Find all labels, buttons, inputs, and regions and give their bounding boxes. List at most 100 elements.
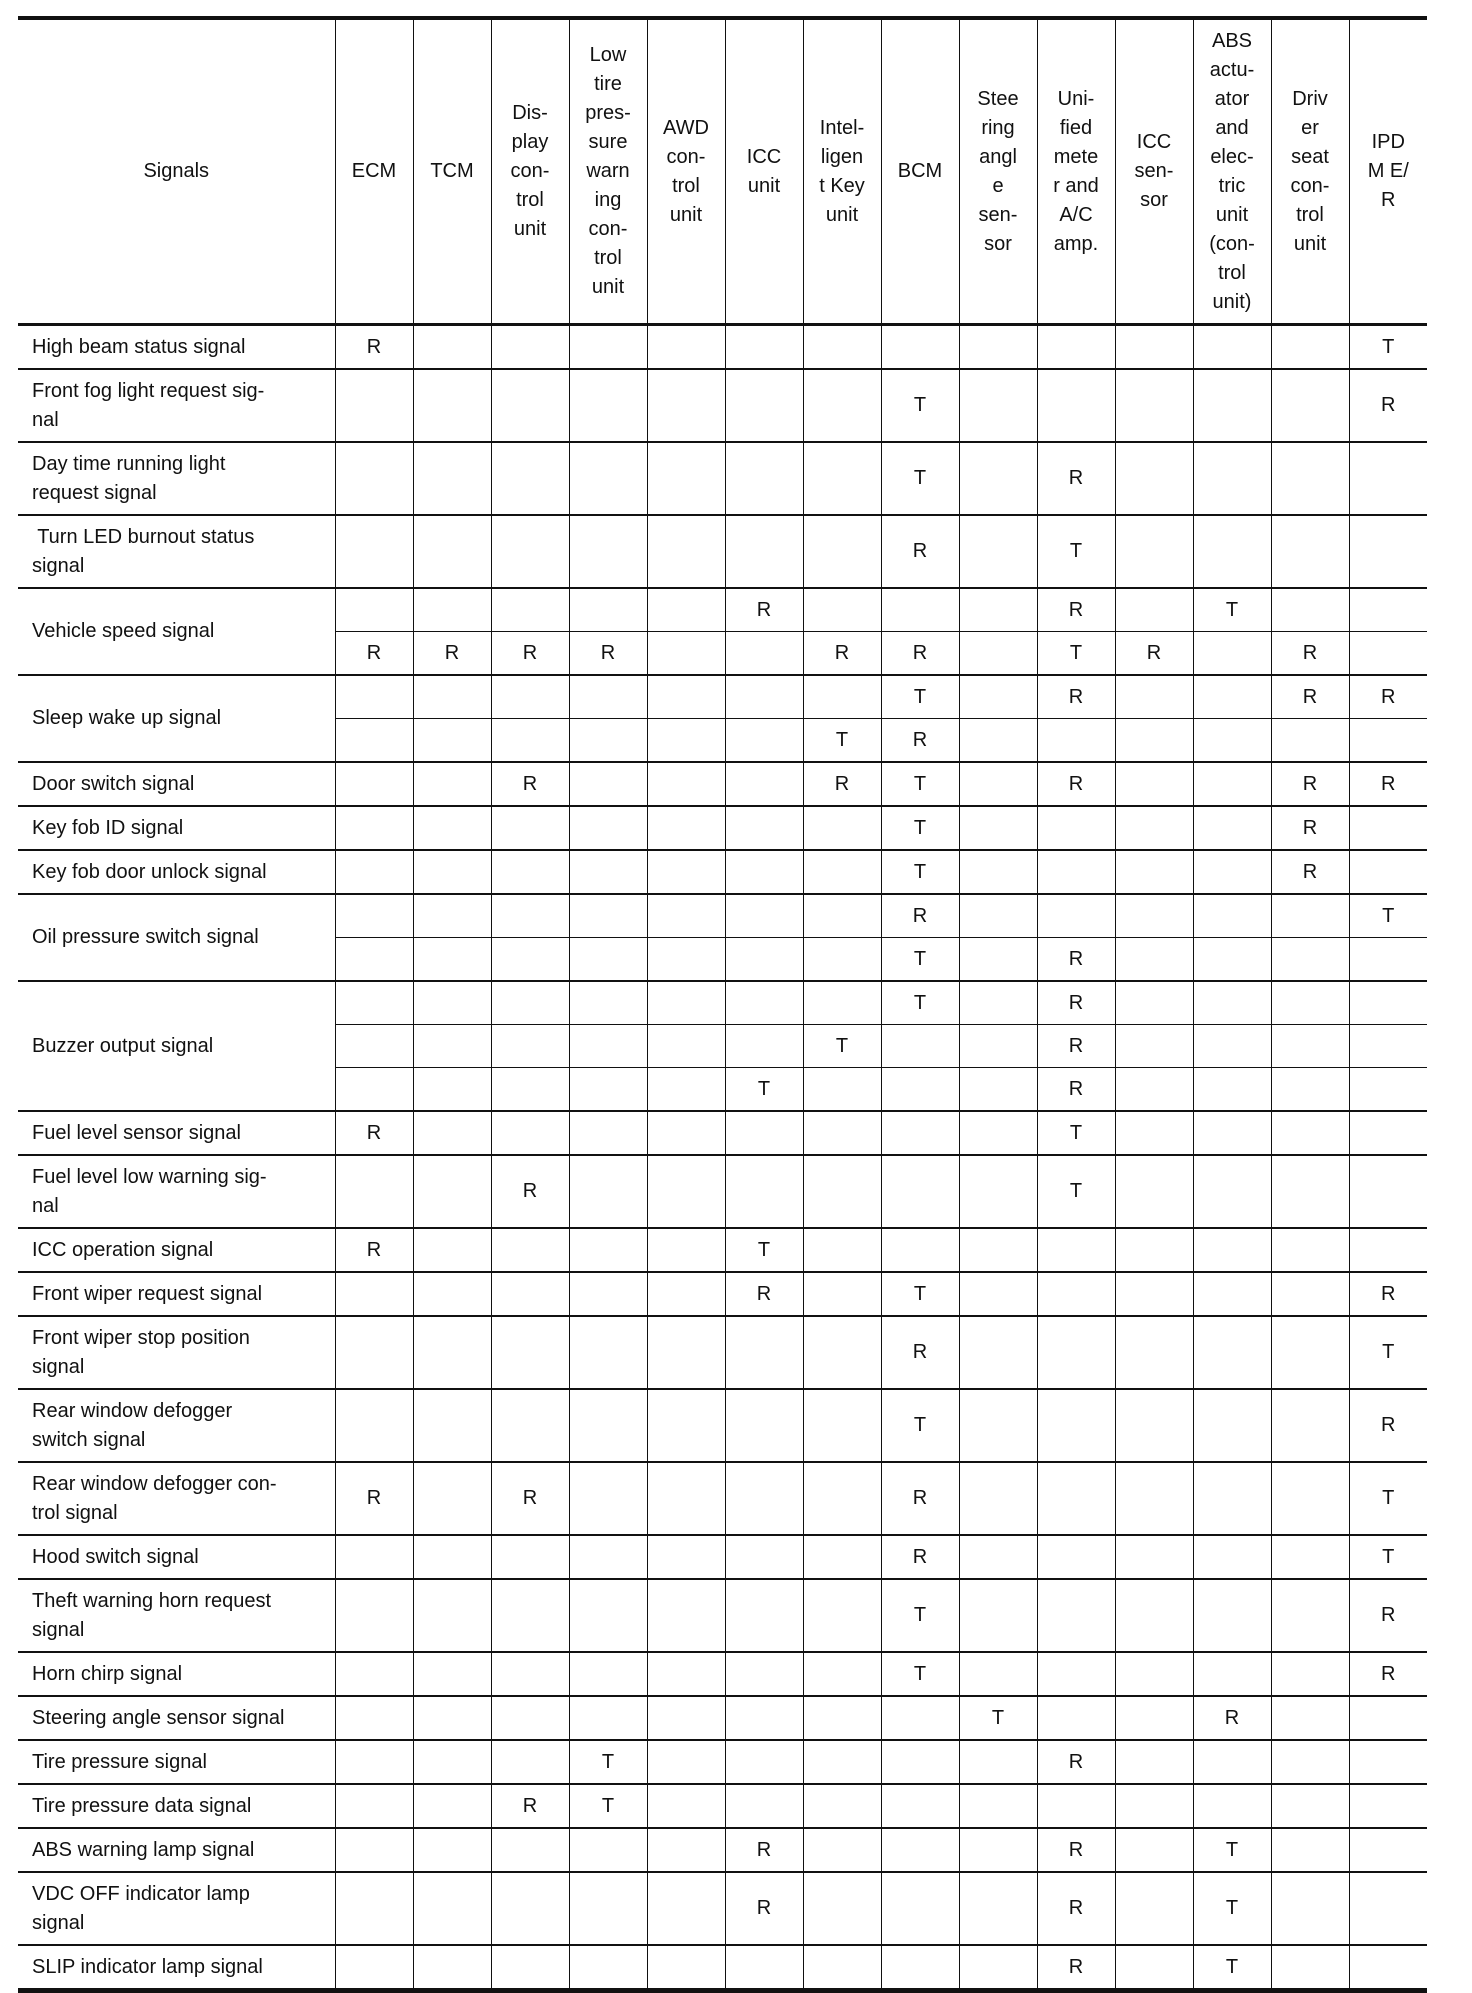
signal-cell bbox=[802, 323, 882, 369]
signal-cell bbox=[724, 761, 804, 806]
signal-cell bbox=[1036, 805, 1116, 850]
signal-name: Buzzer output signal bbox=[18, 980, 336, 1111]
signal-cell bbox=[412, 1783, 492, 1828]
signal-cell: R bbox=[880, 718, 960, 762]
signal-cell: T bbox=[1036, 1110, 1116, 1155]
signal-cell bbox=[1036, 1271, 1116, 1316]
signal-cell bbox=[958, 1783, 1038, 1828]
signal-cell: R bbox=[724, 587, 804, 632]
signal-cell bbox=[412, 1024, 492, 1068]
signal-cell bbox=[334, 1651, 414, 1696]
column-header: Low tire pres- sure warn ing con- trol u… bbox=[568, 16, 648, 326]
signal-cell bbox=[412, 1110, 492, 1155]
signal-cell bbox=[490, 1827, 570, 1872]
signal-cell bbox=[958, 937, 1038, 981]
signal-cell bbox=[1270, 718, 1350, 762]
signal-cell: T bbox=[1192, 587, 1272, 632]
signal-cell bbox=[490, 1651, 570, 1696]
signal-cell bbox=[1114, 1067, 1194, 1111]
signal-cell bbox=[1192, 1227, 1272, 1272]
signal-cell bbox=[646, 980, 726, 1025]
signal-cell bbox=[1114, 323, 1194, 369]
signal-cell bbox=[1348, 631, 1427, 675]
signal-cell bbox=[1114, 1024, 1194, 1068]
signal-cell bbox=[1348, 937, 1427, 981]
signal-cell: R bbox=[880, 514, 960, 588]
signal-cell bbox=[334, 1827, 414, 1872]
table-row: Rear window defogger switch signal T R bbox=[18, 1388, 1427, 1462]
signal-cell: R bbox=[802, 631, 882, 675]
signal-cell bbox=[802, 1154, 882, 1228]
signal-cell bbox=[802, 1783, 882, 1828]
signal-cell bbox=[490, 1067, 570, 1111]
signal-cell bbox=[334, 1695, 414, 1740]
signal-cell bbox=[412, 1067, 492, 1111]
signal-cell bbox=[1114, 1651, 1194, 1696]
signal-cell bbox=[1114, 937, 1194, 981]
signal-cell bbox=[724, 937, 804, 981]
table-row: Theft warning horn request signal T R bbox=[18, 1578, 1427, 1652]
signal-cell bbox=[490, 980, 570, 1025]
signal-cell bbox=[1036, 893, 1116, 938]
signal-name: High beam status signal bbox=[18, 323, 336, 369]
signal-cell bbox=[568, 323, 648, 369]
signal-cell: T bbox=[880, 1388, 960, 1462]
signal-cell bbox=[1114, 1110, 1194, 1155]
signal-cell: T bbox=[568, 1739, 648, 1784]
table-row: Oil pressure switch signal R T bbox=[18, 893, 1427, 981]
signal-cell: R bbox=[1270, 761, 1350, 806]
signal-cell: R bbox=[1348, 1578, 1427, 1652]
signal-cell: T bbox=[1348, 1461, 1427, 1535]
signal-cell: R bbox=[490, 1461, 570, 1535]
signal-cell bbox=[1270, 1534, 1350, 1579]
column-header: Uni- fied mete r and A/C amp. bbox=[1036, 16, 1116, 326]
signal-cell bbox=[1192, 1315, 1272, 1389]
signal-cell bbox=[568, 368, 648, 442]
signal-cell bbox=[1348, 1871, 1427, 1945]
signal-cell bbox=[1114, 1227, 1194, 1272]
signal-cell bbox=[646, 368, 726, 442]
signal-cell bbox=[724, 1388, 804, 1462]
signal-cell bbox=[1192, 514, 1272, 588]
table-row: Tire pressure signal T R bbox=[18, 1739, 1427, 1784]
signal-cell bbox=[334, 1271, 414, 1316]
signal-cell: R bbox=[1270, 849, 1350, 894]
signal-cell bbox=[802, 1067, 882, 1111]
signal-cell bbox=[1114, 587, 1194, 632]
signal-cell bbox=[958, 368, 1038, 442]
signal-cell: R bbox=[724, 1271, 804, 1316]
table-row: Hood switch signal R T bbox=[18, 1534, 1427, 1579]
signal-cell bbox=[802, 1110, 882, 1155]
signal-cell bbox=[958, 761, 1038, 806]
signals-header: Signals bbox=[18, 16, 336, 326]
signal-name: Key fob door unlock signal bbox=[18, 849, 336, 894]
signal-cell bbox=[880, 1154, 960, 1228]
signal-name: Fuel level low warning sig- nal bbox=[18, 1154, 336, 1228]
column-header: Stee ring angl e sen- sor bbox=[958, 16, 1038, 326]
signal-cell bbox=[568, 1461, 648, 1535]
signal-cell bbox=[334, 368, 414, 442]
signal-cell bbox=[1114, 368, 1194, 442]
signal-cell bbox=[1192, 805, 1272, 850]
signal-cell: T bbox=[1036, 631, 1116, 675]
signal-cell: R bbox=[1036, 1827, 1116, 1872]
signal-cell bbox=[1270, 1739, 1350, 1784]
signal-cell bbox=[802, 368, 882, 442]
signal-cell: R bbox=[1270, 805, 1350, 850]
table-row: Vehicle speed signal R R T bbox=[18, 587, 1427, 675]
signal-cell bbox=[646, 441, 726, 515]
signal-cell bbox=[1036, 1315, 1116, 1389]
signal-cell bbox=[802, 1944, 882, 1993]
signal-cell bbox=[1114, 1461, 1194, 1535]
signal-cell: T bbox=[958, 1695, 1038, 1740]
signal-cell bbox=[1270, 893, 1350, 938]
signal-cell bbox=[1348, 718, 1427, 762]
signal-cell bbox=[1192, 761, 1272, 806]
signal-cell: R bbox=[334, 1110, 414, 1155]
signal-cell: T bbox=[1192, 1827, 1272, 1872]
signal-cell bbox=[334, 1578, 414, 1652]
signal-cell bbox=[958, 718, 1038, 762]
signal-cell bbox=[802, 1578, 882, 1652]
table-row: Fuel level low warning sig- nal R T bbox=[18, 1154, 1427, 1228]
